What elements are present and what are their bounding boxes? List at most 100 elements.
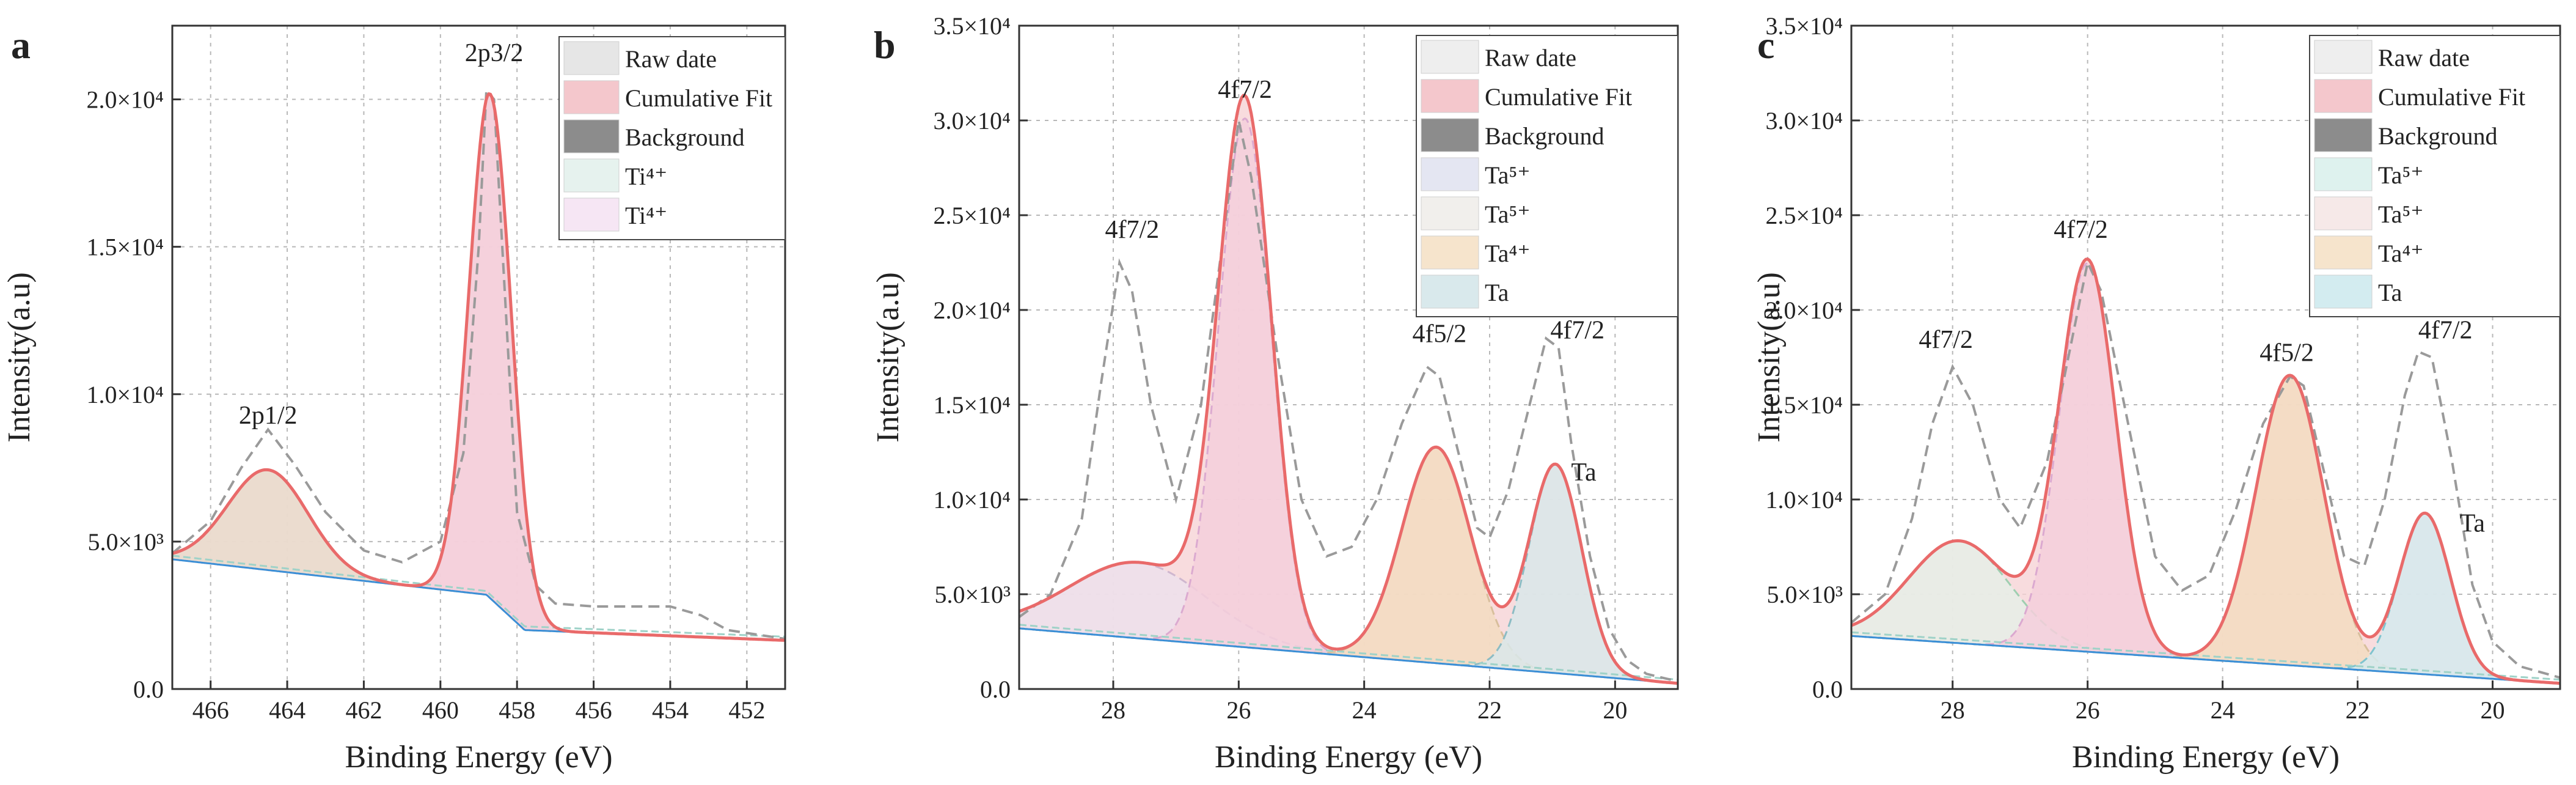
x-tick-label: 460 — [422, 696, 459, 724]
legend-label: Raw date — [1485, 44, 1576, 72]
x-tick-label: 452 — [728, 696, 765, 724]
y-tick-label: 3.5×10⁴ — [1765, 12, 1843, 40]
x-tick-label: 26 — [1226, 696, 1251, 724]
peak-annotation: 4f7/2 — [1105, 216, 1159, 244]
y-tick-label: 2.5×10⁴ — [933, 202, 1011, 229]
background-line — [1851, 635, 2561, 685]
x-tick-label: 454 — [652, 696, 689, 724]
x-tick-label: 22 — [1477, 696, 1502, 724]
peak-annotation: 4f5/2 — [1413, 320, 1467, 348]
chart-panel-a: 466 464 462 460 458 456 454 452 0.0 5.0×10³ 1.0×10… — [2, 23, 786, 775]
cumulative-fit-line — [172, 92, 786, 642]
legend-swatch — [2314, 157, 2373, 191]
y-tick-label: 1.0×10⁴ — [86, 381, 164, 408]
component-area-1 — [1019, 562, 1678, 684]
peak-annotation: Ta — [2460, 510, 2486, 538]
component-area-4 — [1851, 513, 2560, 684]
raw-data-line — [1850, 259, 2561, 679]
x-tick-label: 462 — [345, 696, 382, 724]
y-tick-label: 2.0×10⁴ — [1765, 297, 1843, 324]
legend-label: Ta⁴⁺ — [2378, 240, 2423, 267]
raw-data-line — [1018, 120, 1678, 683]
cumulative-fit-area — [1851, 259, 2560, 684]
component-area-2 — [172, 470, 785, 641]
legend-label: Background — [625, 123, 745, 151]
y-tick-label: 1.5×10⁴ — [86, 234, 164, 261]
x-tick-label: 464 — [269, 696, 306, 724]
x-tick-label: 28 — [1941, 696, 1965, 724]
legend-label: Ti⁴⁺ — [625, 163, 667, 190]
y-tick-label: 2.0×10⁴ — [933, 297, 1011, 324]
peak-annotation: 4f7/2 — [1550, 317, 1605, 345]
legend-swatch — [563, 197, 620, 232]
legend: Raw date Cumulative Fit Background Ti⁴⁺ Ti⁴⁺ — [558, 36, 786, 240]
x-tick-label: 24 — [2211, 696, 2235, 724]
legend-swatch — [563, 80, 620, 114]
legend-swatch — [2314, 196, 2373, 230]
y-tick-label: 3.5×10⁴ — [933, 12, 1011, 40]
y-tick-label: 5.0×10³ — [87, 528, 164, 556]
cumulative-fit-line — [1019, 94, 1678, 685]
x-axis-title: Binding Energy (eV) — [1215, 740, 1482, 775]
peak-annotation: 4f7/2 — [1218, 76, 1272, 104]
peak-annotation: 4f7/2 — [1919, 326, 1973, 354]
y-tick-label: 5.0×10³ — [1766, 581, 1843, 608]
legend-swatch — [563, 158, 620, 193]
x-axis-title: Binding Energy (eV) — [2072, 740, 2340, 775]
legend-swatch — [2314, 118, 2373, 152]
x-tick-label: 26 — [2076, 696, 2100, 724]
legend-swatch — [1421, 118, 1479, 152]
legend-label: Ta⁵⁺ — [1485, 161, 1530, 189]
x-tick-label: 456 — [576, 696, 612, 724]
legend-swatch — [1421, 275, 1479, 309]
legend-label: Cumulative Fit — [1485, 83, 1632, 111]
y-tick-label: 5.0×10³ — [934, 581, 1011, 608]
chart-panel-b: 28 26 24 22 20 0.0 5.0×10³ 1.0×10⁴ 1.5×10⁴ 2.0×10… — [871, 12, 1679, 775]
legend: Raw date Cumulative Fit Background Ta⁵⁺ Ta⁵⁺… — [1416, 35, 1678, 317]
y-axis-title: Intensity(a.u) — [1752, 272, 1787, 443]
cumulative-fit-line — [1851, 257, 2561, 685]
legend: Raw date Cumulative Fit Background Ta⁵⁺ Ta⁵⁺… — [2309, 35, 2561, 317]
panel-letter: b — [874, 23, 896, 67]
legend-label: Ti⁴⁺ — [625, 202, 667, 229]
y-tick-label: 1.5×10⁴ — [1765, 391, 1843, 419]
legend-swatch — [1421, 157, 1479, 191]
y-tick-label: 1.5×10⁴ — [933, 391, 1011, 419]
legend-swatch — [2314, 40, 2373, 74]
legend-label: Ta — [2378, 279, 2402, 306]
chart-panel-c: 28 26 24 22 20 0.0 5.0×10³ 1.0×10⁴ 1.5×10⁴ 2.0×10… — [1752, 12, 2561, 775]
y-tick-label: 0.0 — [980, 676, 1011, 703]
peak-annotation: 4f7/2 — [2418, 317, 2473, 345]
y-axis-title: Intensity(a.u) — [871, 272, 906, 443]
background-line-2 — [1851, 631, 2561, 681]
legend-label: Background — [2378, 122, 2498, 150]
plot-frame — [1850, 24, 2561, 690]
background-line — [1019, 627, 1678, 685]
y-tick-label: 1.0×10⁴ — [933, 486, 1011, 514]
legend-swatch — [1421, 40, 1479, 74]
x-tick-label: 20 — [1603, 696, 1627, 724]
x-tick-label: 28 — [1101, 696, 1125, 724]
legend-label: Ta⁵⁺ — [2378, 201, 2423, 228]
legend-swatch — [563, 119, 620, 153]
y-tick-label: 1.0×10⁴ — [1765, 486, 1843, 514]
component-area-1 — [172, 94, 785, 641]
plot-frame — [1018, 24, 1679, 690]
legend-swatch — [2314, 235, 2373, 270]
legend-swatch — [2314, 79, 2373, 113]
x-axis-title: Binding Energy (eV) — [345, 740, 612, 775]
y-tick-label: 2.0×10⁴ — [86, 86, 164, 114]
background-line-2 — [1019, 624, 1678, 681]
legend-swatch — [1421, 235, 1479, 270]
plot-frame — [171, 24, 786, 690]
y-tick-label: 2.5×10⁴ — [1765, 202, 1843, 229]
peak-annotation: 2p3/2 — [465, 39, 524, 67]
peak-annotation: 4f5/2 — [2259, 339, 2314, 367]
legend-label: Raw date — [2378, 44, 2470, 72]
legend-swatch — [2314, 275, 2373, 309]
x-tick-label: 458 — [499, 696, 535, 724]
legend-label: Ta⁵⁺ — [1485, 201, 1530, 228]
legend-swatch — [563, 41, 620, 75]
y-tick-label: 3.0×10⁴ — [933, 107, 1011, 135]
